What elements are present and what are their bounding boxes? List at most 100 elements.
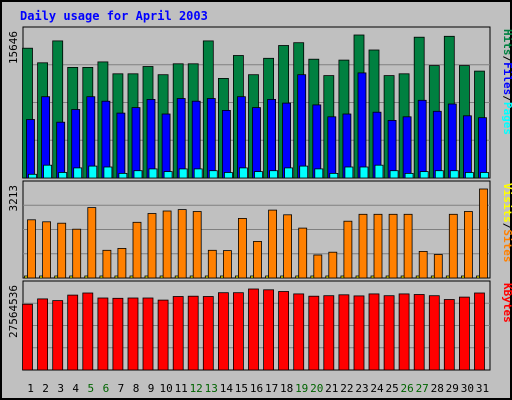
bar-pages-day-10 [163, 171, 173, 179]
bar-kbytes-day-9 [142, 297, 154, 371]
bar-sites-day-21 [328, 251, 338, 279]
bar-sites-day-31 [479, 188, 488, 279]
bar-pages-day-20 [314, 168, 324, 179]
bar-sites-day-18 [283, 214, 293, 279]
bar-pages-day-16 [254, 171, 263, 179]
x-tick-label: 24 [370, 382, 384, 395]
bar-files-day-27 [417, 99, 427, 179]
bar-files-day-6 [101, 100, 111, 179]
bar-sites-day-25 [388, 213, 398, 279]
bar-sites-day-28 [433, 254, 443, 279]
bar-pages-day-26 [404, 172, 414, 179]
bar-pages-day-11 [178, 168, 188, 179]
bar-files-day-21 [327, 116, 337, 179]
x-tick-label: 20 [310, 382, 323, 395]
bar-sites-day-20 [313, 254, 323, 279]
x-tick-label: 19 [295, 382, 308, 395]
bar-files-day-25 [387, 120, 397, 179]
bar-files-day-12 [191, 100, 201, 179]
bar-files-day-7 [116, 112, 126, 179]
bar-pages-day-29 [449, 170, 459, 179]
bar-sites-day-13 [207, 249, 217, 279]
legend-kbytes: KBytes [501, 283, 512, 323]
bar-kbytes-day-13 [202, 296, 214, 371]
bar-kbytes-day-31 [474, 292, 485, 371]
x-tick-label: 9 [148, 382, 155, 395]
bar-pages-day-3 [58, 172, 68, 179]
bar-files-day-30 [462, 115, 472, 179]
legend-separator: / [501, 223, 512, 230]
legend-files: Files [501, 62, 512, 95]
bar-pages-day-7 [118, 172, 128, 179]
bar-kbytes-day-30 [458, 296, 470, 371]
legend-separator: / [501, 95, 512, 102]
bar-kbytes-day-20 [308, 295, 320, 371]
x-tick-label: 14 [220, 382, 234, 395]
legend: KBytes [501, 283, 512, 323]
bar-files-day-19 [297, 74, 307, 179]
bar-sites-day-22 [343, 220, 353, 279]
bar-pages-day-5 [88, 165, 98, 179]
bar-sites-day-1 [27, 219, 36, 279]
bar-kbytes-day-2 [37, 298, 48, 371]
x-tick-label: 1 [27, 382, 34, 395]
x-tick-label: 18 [280, 382, 293, 395]
panel-visits-sites: 3213 Visits/Sites [7, 180, 512, 279]
bar-files-day-16 [252, 107, 261, 179]
bar-pages-day-15 [238, 167, 248, 179]
bar-pages-day-6 [103, 166, 113, 179]
x-tick-label: 23 [355, 382, 368, 395]
x-tick-label: 26 [400, 382, 413, 395]
bar-files-day-28 [432, 110, 442, 179]
panel-kbytes: 27564536 KBytes [7, 280, 512, 371]
bar-sites-day-14 [222, 250, 232, 279]
bar-sites-day-7 [117, 247, 127, 279]
bar-files-day-9 [146, 99, 156, 179]
bar-sites-day-12 [192, 211, 202, 279]
x-tick-label: 7 [118, 382, 125, 395]
bar-sites-day-5 [87, 207, 97, 279]
bar-sites-day-30 [463, 211, 473, 279]
x-tick-label: 17 [265, 382, 278, 395]
x-tick-label: 2 [42, 382, 49, 395]
bar-kbytes-day-21 [323, 295, 335, 371]
bar-sites-day-10 [162, 210, 172, 279]
bar-files-day-13 [206, 98, 216, 179]
bar-sites-day-24 [373, 213, 383, 279]
y-max-label: 3213 [7, 185, 20, 212]
legend-sites: Sites [501, 229, 512, 262]
bar-sites-day-17 [268, 209, 278, 279]
x-tick-label: 21 [325, 382, 338, 395]
bar-files-day-29 [447, 103, 457, 179]
x-tick-label: 6 [103, 382, 110, 395]
bar-pages-day-14 [223, 172, 233, 179]
bar-kbytes-day-15 [232, 292, 244, 371]
bar-files-day-8 [131, 107, 141, 179]
bar-sites-day-26 [403, 213, 413, 279]
bar-kbytes-day-17 [263, 289, 275, 371]
bar-kbytes-day-4 [67, 294, 79, 371]
bar-sites-day-23 [358, 213, 368, 279]
bar-sites-day-8 [132, 221, 142, 279]
bar-sites-day-6 [102, 249, 112, 279]
bar-pages-day-21 [329, 172, 339, 179]
bar-files-day-10 [161, 113, 171, 179]
bar-sites-day-27 [418, 250, 428, 279]
bar-kbytes-day-29 [443, 299, 455, 371]
bar-pages-day-9 [148, 168, 158, 179]
bar-files-day-11 [176, 98, 186, 179]
bar-kbytes-day-6 [97, 297, 109, 371]
bar-kbytes-day-14 [217, 292, 229, 371]
bar-kbytes-day-28 [428, 295, 440, 371]
x-tick-label: 8 [133, 382, 140, 395]
x-tick-label: 31 [476, 382, 489, 395]
bar-pages-day-31 [480, 172, 489, 179]
x-tick-label: 16 [250, 382, 263, 395]
bar-pages-day-2 [43, 164, 52, 179]
bar-pages-day-27 [419, 171, 429, 179]
x-tick-label: 10 [159, 382, 172, 395]
bar-sites-day-11 [177, 209, 187, 279]
y-max-label: 27564536 [7, 285, 20, 338]
x-tick-label: 5 [87, 382, 94, 395]
legend: Visits/Sites [501, 183, 512, 263]
